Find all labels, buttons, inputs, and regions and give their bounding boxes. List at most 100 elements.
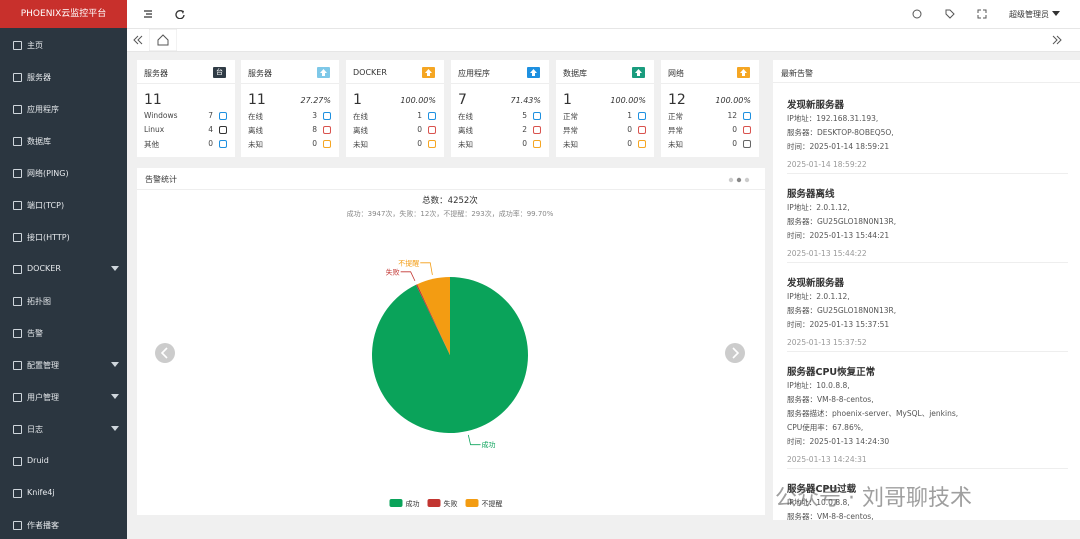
row-icon (323, 112, 331, 120)
alert-title: 服务器离线 (787, 189, 835, 200)
card-total: 7 (458, 92, 467, 108)
row-value: 3 (312, 111, 317, 120)
panel-title: 告警统计 (145, 175, 177, 184)
menu-label: 端口(TCP) (27, 201, 65, 210)
row-value: 0 (312, 139, 317, 148)
label-line (467, 434, 481, 446)
menu-label: 网络(PING) (27, 169, 69, 178)
stat-card: 应用程序 7 71.43% 在线 5 离线 2 未知 0 (451, 60, 549, 157)
home-tab[interactable] (149, 29, 177, 51)
row-icon (638, 112, 646, 120)
alert-time: 2025-01-14 18:59:22 (787, 160, 867, 169)
row-label: 未知 (353, 140, 368, 149)
row-value: 0 (417, 125, 422, 134)
card-title: 服务器 (248, 69, 272, 78)
alert-time: 2025-01-13 15:37:52 (787, 338, 867, 347)
row-label: 在线 (458, 112, 473, 121)
row-icon (638, 126, 646, 134)
menu-label: DOCKER (27, 264, 61, 273)
menu-icon (13, 425, 22, 434)
refresh[interactable] (175, 9, 185, 19)
divider (787, 351, 1068, 352)
alert-line: 服务器描述：phoenix-server、MySQL、jenkins, (787, 409, 959, 418)
badge-icon (425, 69, 432, 76)
caret-shape (111, 362, 119, 367)
menu-caret (111, 362, 119, 367)
menu-label: 告警 (27, 329, 43, 338)
row-icon (743, 126, 751, 134)
menu-label: Knife4j (27, 488, 55, 497)
tab-prev[interactable] (133, 35, 143, 45)
tab-next[interactable] (1052, 35, 1062, 45)
row-icon (428, 140, 436, 148)
menu-icon (13, 361, 22, 370)
row-value: 4 (208, 125, 213, 134)
row-label: 离线 (353, 126, 368, 135)
chart-subtitle: 成功：3947次，失败：12次，不提醒：293次，成功率：99.70% (347, 209, 554, 218)
menu-toggle[interactable] (143, 9, 153, 19)
alert-line: IP地址：10.0.8.8, (787, 498, 850, 507)
slice-label: 成功 (482, 440, 496, 449)
row-value: 0 (627, 125, 632, 134)
topbar: 超级管理员 (127, 0, 1080, 29)
stat-card: 网络 12 100.00% 正常 12 异常 0 未知 0 (661, 60, 759, 157)
divider (241, 83, 339, 84)
row-icon (428, 112, 436, 120)
menu-icon (13, 329, 22, 338)
row-icon (743, 112, 751, 120)
row-label: Windows (144, 111, 178, 120)
tag-icon[interactable] (945, 9, 955, 19)
row-icon (533, 140, 541, 148)
pie-chart: 总数：4252次 成功：3947次，失败：12次，不提醒：293次，成功率：99… (155, 177, 750, 508)
divider (137, 83, 235, 84)
menu-icon (13, 233, 22, 242)
row-label: 正常 (563, 112, 578, 121)
caret-shape (111, 394, 119, 399)
row-icon (533, 112, 541, 120)
chart-panel: 告警统计 总数：4252次 成功：3947次，失败：12次，不提醒：293次，成… (137, 168, 765, 515)
menu-label: 拓扑图 (27, 297, 51, 306)
row-icon (638, 140, 646, 148)
menu-label: 主页 (27, 41, 43, 50)
menu-icon (13, 489, 22, 498)
alert-line: IP地址：10.0.8.8, (787, 381, 850, 390)
row-value: 0 (732, 139, 737, 148)
menu-label: 日志 (27, 425, 43, 434)
card-title: 网络 (668, 69, 684, 78)
menu-icon (13, 457, 22, 466)
row-label: 离线 (248, 126, 263, 135)
fullscreen-icon[interactable] (977, 9, 987, 19)
carousel-dot[interactable] (728, 177, 734, 183)
menu-icon (13, 297, 22, 306)
menu-caret (111, 394, 119, 399)
row-value: 5 (522, 111, 527, 120)
row-value: 12 (727, 111, 737, 120)
row-label: 未知 (248, 140, 263, 149)
divider (451, 83, 549, 84)
menu-label: 用户管理 (27, 393, 59, 402)
row-label: 在线 (248, 112, 263, 121)
row-icon (219, 140, 227, 148)
card-title: 数据库 (563, 69, 587, 78)
pie-slice (417, 277, 450, 355)
pie-slice (372, 277, 529, 434)
slice-label: 不提醒 (398, 258, 419, 267)
alert-title: 服务器CPU恢复正常 (787, 367, 876, 378)
tab-bar (127, 29, 1080, 52)
alert-line: IP地址：2.0.1.12, (787, 203, 850, 212)
row-value: 0 (522, 139, 527, 148)
pie-slice (416, 284, 450, 355)
card-percent: 27.27% (300, 96, 331, 105)
user-menu[interactable]: 超级管理员 (1009, 10, 1049, 19)
carousel-next[interactable] (725, 343, 745, 363)
carousel-dot[interactable] (736, 177, 742, 183)
divider (137, 189, 765, 190)
theme-icon[interactable] (912, 9, 922, 19)
row-icon (743, 140, 751, 148)
legend-swatch (427, 499, 441, 507)
carousel-prev[interactable] (155, 343, 175, 363)
row-value: 1 (417, 111, 422, 120)
divider (787, 468, 1068, 469)
carousel-dot[interactable] (744, 177, 750, 183)
row-icon (219, 126, 227, 134)
